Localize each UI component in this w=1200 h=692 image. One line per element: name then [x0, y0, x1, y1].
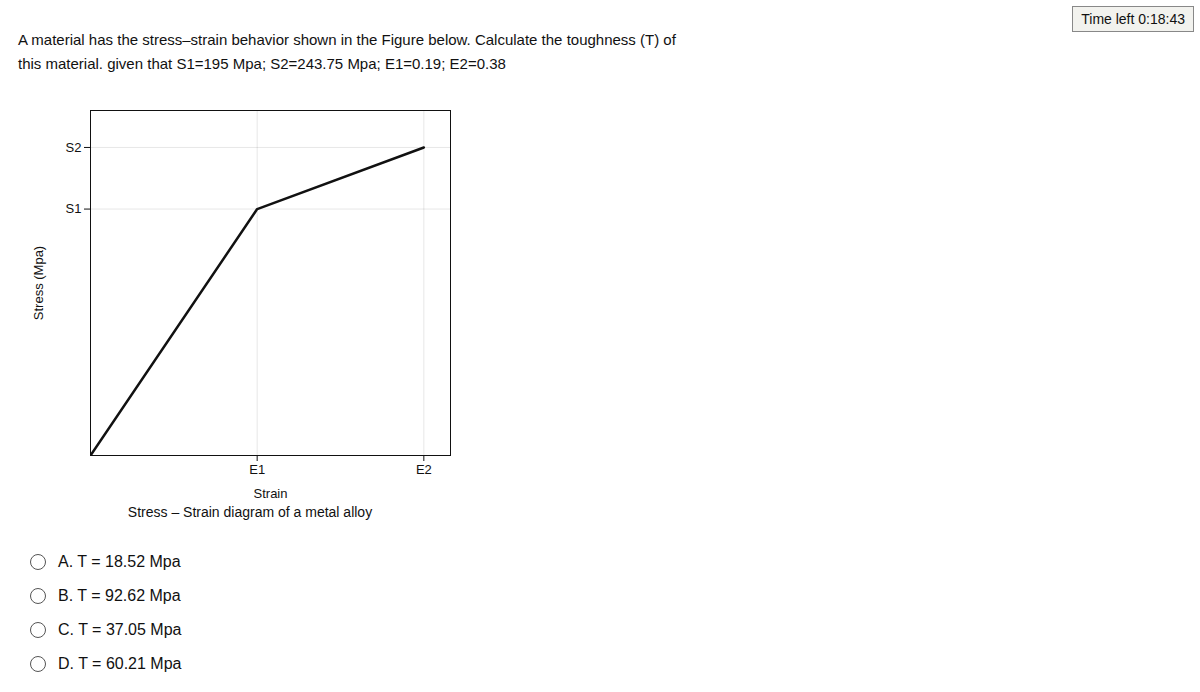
- html-text:Stress – Strain diagram of a m: Stress – Strain diagram of a metal alloy: [127, 504, 373, 520]
- svg-text:S1: S1: [66, 201, 82, 216]
- html-text:D. T = 60.21 Mpa: D. T = 60.21 Mpa: [58, 655, 182, 672]
- html-text:A material has the stress–stra: A material has the stress–strain behavio…: [18, 31, 676, 48]
- html-text:A. T = 18.52 Mpa: A. T = 18.52 Mpa: [58, 553, 181, 570]
- html-text:C. T = 37.05 Mpa: C. T = 37.05 Mpa: [58, 621, 182, 638]
- svg-text:Strain: Strain: [254, 486, 288, 501]
- svg-text:Stress (Mpa): Stress (Mpa): [31, 246, 46, 320]
- svg-text:E1: E1: [249, 462, 265, 477]
- html-text:this material. given that S1=1: this material. given that S1=195 Mpa; S2…: [18, 55, 506, 72]
- svg-text:S2: S2: [66, 140, 82, 155]
- svg-text:E2: E2: [416, 462, 432, 477]
- html-text:B. T = 92.62 Mpa: B. T = 92.62 Mpa: [58, 587, 181, 604]
- html-text:Time left 0:18:43: Time left 0:18:43: [1081, 11, 1185, 27]
